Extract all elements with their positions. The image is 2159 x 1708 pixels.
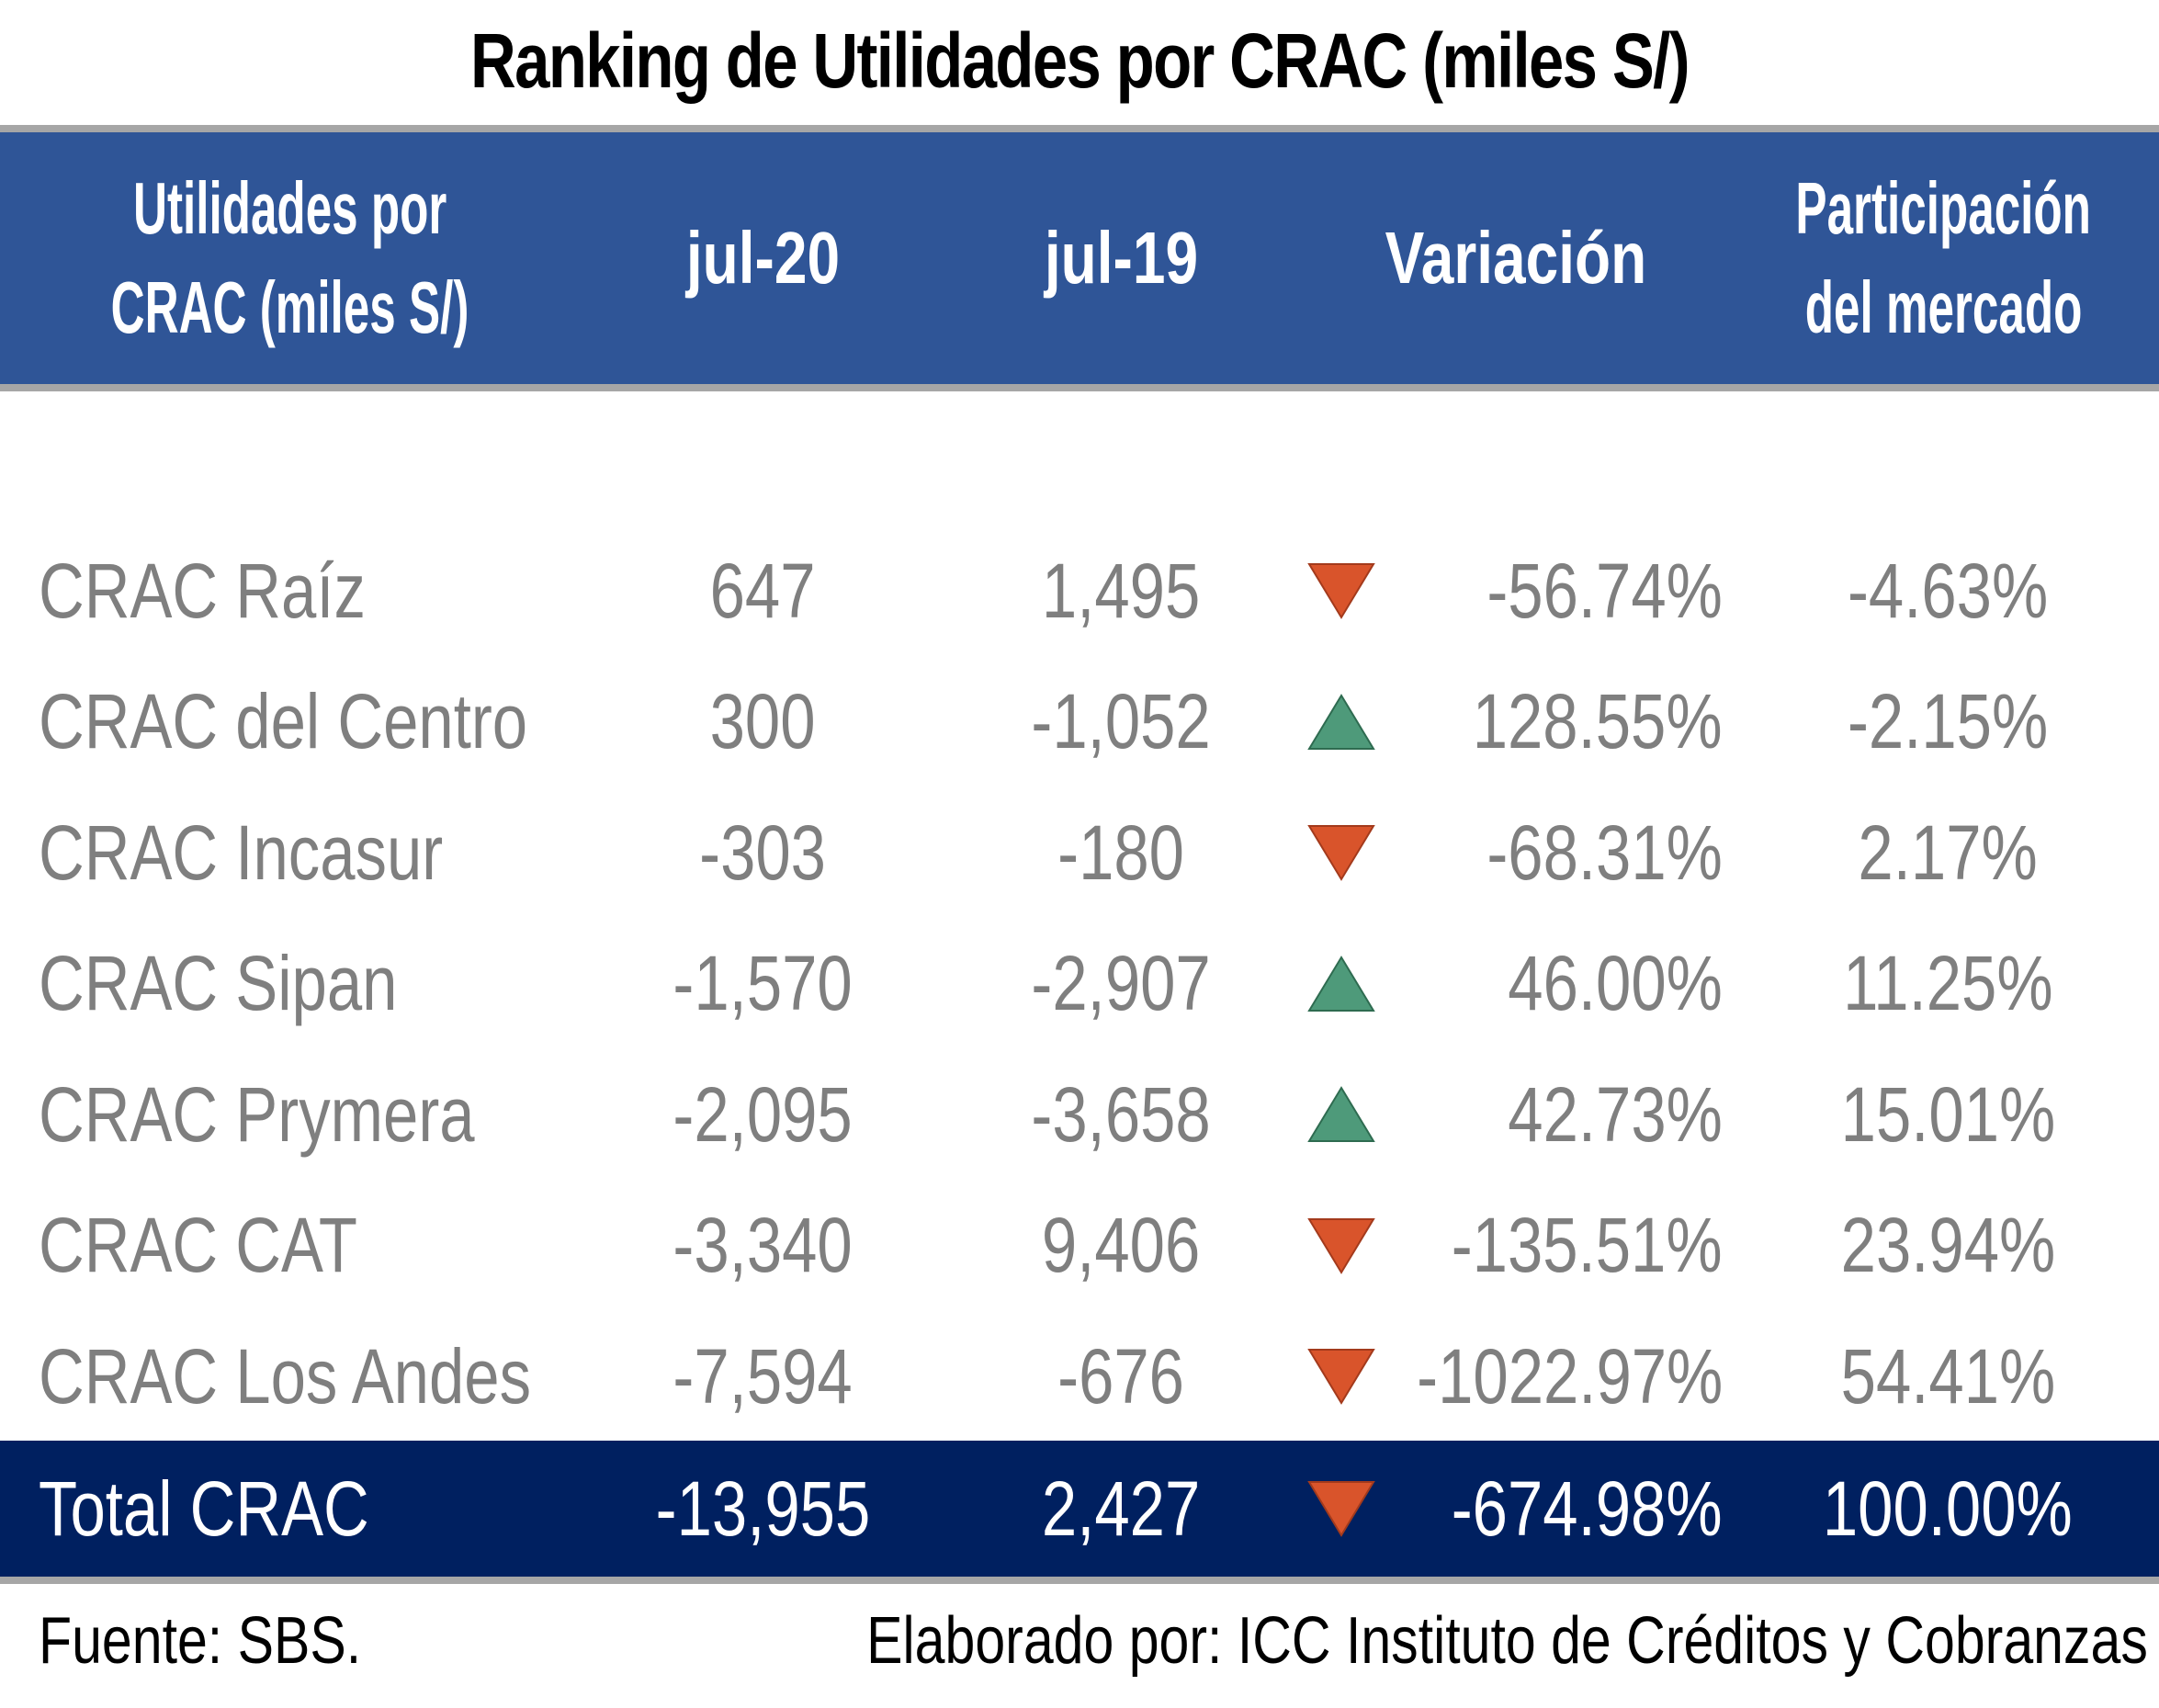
row-arrow: [1303, 787, 1380, 918]
triangle-down-icon: [1307, 1349, 1375, 1405]
row-participacion: -4.63%: [1847, 547, 2049, 634]
row-jul19: 9,406: [1041, 1202, 1201, 1288]
row-name: CRAC Sipan: [39, 940, 398, 1026]
row-arrow: [1303, 526, 1380, 656]
row-jul20: -303: [699, 809, 826, 896]
row-arrow: [1303, 1311, 1380, 1442]
row-variacion: 128.55%: [1473, 678, 1723, 764]
total-variacion: -674.98%: [1452, 1465, 1723, 1552]
table-row: CRAC Incasur -303 -180 -68.31% 2.17%: [0, 787, 2159, 918]
triangle-up-icon: [1307, 693, 1375, 750]
footer-source: Fuente: SBS.: [39, 1604, 362, 1678]
header-jul19: jul-19: [1044, 217, 1198, 299]
table-row: CRAC Prymera -2,095 -3,658 42.73% 15.01%: [0, 1049, 2159, 1180]
table-header: Utilidades por CRAC (miles S/) jul-20 jul…: [0, 125, 2159, 391]
row-participacion: 23.94%: [1840, 1202, 2055, 1288]
row-jul20: -1,570: [673, 940, 853, 1026]
table-row: CRAC del Centro 300 -1,052 128.55% -2.15%: [0, 657, 2159, 787]
triangle-down-icon: [1307, 825, 1375, 881]
row-jul20: 300: [709, 678, 816, 764]
row-jul20: -3,340: [673, 1202, 853, 1288]
triangle-down-icon: [1307, 1481, 1375, 1537]
header-part-line2: del mercado: [1804, 266, 2082, 348]
table-row: CRAC Raíz 647 1,495 -56.74% -4.63%: [0, 526, 2159, 656]
row-variacion: -135.51%: [1452, 1202, 1723, 1288]
header-part-line1: Participación: [1795, 167, 2091, 249]
row-jul20: -7,594: [673, 1332, 853, 1420]
total-jul19: 2,427: [1041, 1465, 1201, 1552]
total-jul20: -13,955: [655, 1465, 870, 1552]
row-jul19: -180: [1057, 809, 1184, 896]
row-participacion: 54.41%: [1840, 1332, 2055, 1420]
triangle-up-icon: [1307, 1086, 1375, 1142]
row-variacion: -68.31%: [1486, 809, 1723, 896]
row-jul20: -2,095: [673, 1070, 853, 1158]
row-name: CRAC Incasur: [39, 809, 444, 896]
row-name: CRAC Los Andes: [39, 1332, 532, 1420]
row-arrow: [1303, 919, 1380, 1049]
footer-credit: Elaborado por: ICC Instituto de Créditos…: [866, 1604, 2148, 1678]
triangle-up-icon: [1307, 955, 1375, 1012]
row-arrow: [1303, 657, 1380, 787]
row-name: CRAC Prymera: [39, 1070, 475, 1158]
header-name: Utilidades por CRAC (miles S/): [18, 132, 560, 384]
table-row: CRAC CAT -3,340 9,406 -135.51% 23.94%: [0, 1181, 2159, 1311]
row-jul19: -1,052: [1031, 678, 1211, 764]
triangle-down-icon: [1307, 1217, 1375, 1274]
total-name: Total CRAC: [39, 1465, 369, 1552]
header-jul20: jul-20: [685, 217, 840, 299]
header-name-line1: Utilidades por: [132, 167, 446, 249]
row-jul19: -3,658: [1031, 1070, 1211, 1158]
header-participacion: Participación del mercado: [1727, 132, 2159, 384]
row-jul19: -676: [1057, 1332, 1184, 1420]
row-variacion: -1022.97%: [1416, 1332, 1723, 1420]
table-row: CRAC Sipan -1,570 -2,907 46.00% 11.25%: [0, 919, 2159, 1049]
row-name: CRAC del Centro: [39, 678, 528, 764]
row-jul19: -2,907: [1031, 940, 1211, 1026]
header-variacion: Variación: [1385, 217, 1647, 299]
row-variacion: -56.74%: [1486, 547, 1723, 634]
row-participacion: -2.15%: [1847, 678, 2049, 764]
table-title: Ranking de Utilidades por CRAC (miles S/…: [470, 17, 1690, 104]
header-name-line2: CRAC (miles S/): [110, 266, 469, 348]
total-row: Total CRAC -13,955 2,427 -674.98% 100.00…: [0, 1441, 2159, 1584]
row-name: CRAC Raíz: [39, 547, 366, 634]
row-jul20: 647: [709, 547, 816, 634]
row-participacion: 15.01%: [1840, 1070, 2055, 1158]
row-variacion: 42.73%: [1508, 1070, 1723, 1158]
row-participacion: 11.25%: [1842, 940, 2053, 1026]
row-jul19: 1,495: [1041, 547, 1201, 634]
total-arrow: [1303, 1441, 1380, 1577]
row-name: CRAC CAT: [39, 1202, 357, 1288]
total-participacion: 100.00%: [1823, 1465, 2073, 1552]
row-participacion: 2.17%: [1858, 809, 2038, 896]
table-row: CRAC Los Andes -7,594 -676 -1022.97% 54.41%: [0, 1311, 2159, 1442]
triangle-down-icon: [1307, 563, 1375, 619]
row-arrow: [1303, 1049, 1380, 1180]
row-arrow: [1303, 1181, 1380, 1311]
row-variacion: 46.00%: [1508, 940, 1723, 1026]
